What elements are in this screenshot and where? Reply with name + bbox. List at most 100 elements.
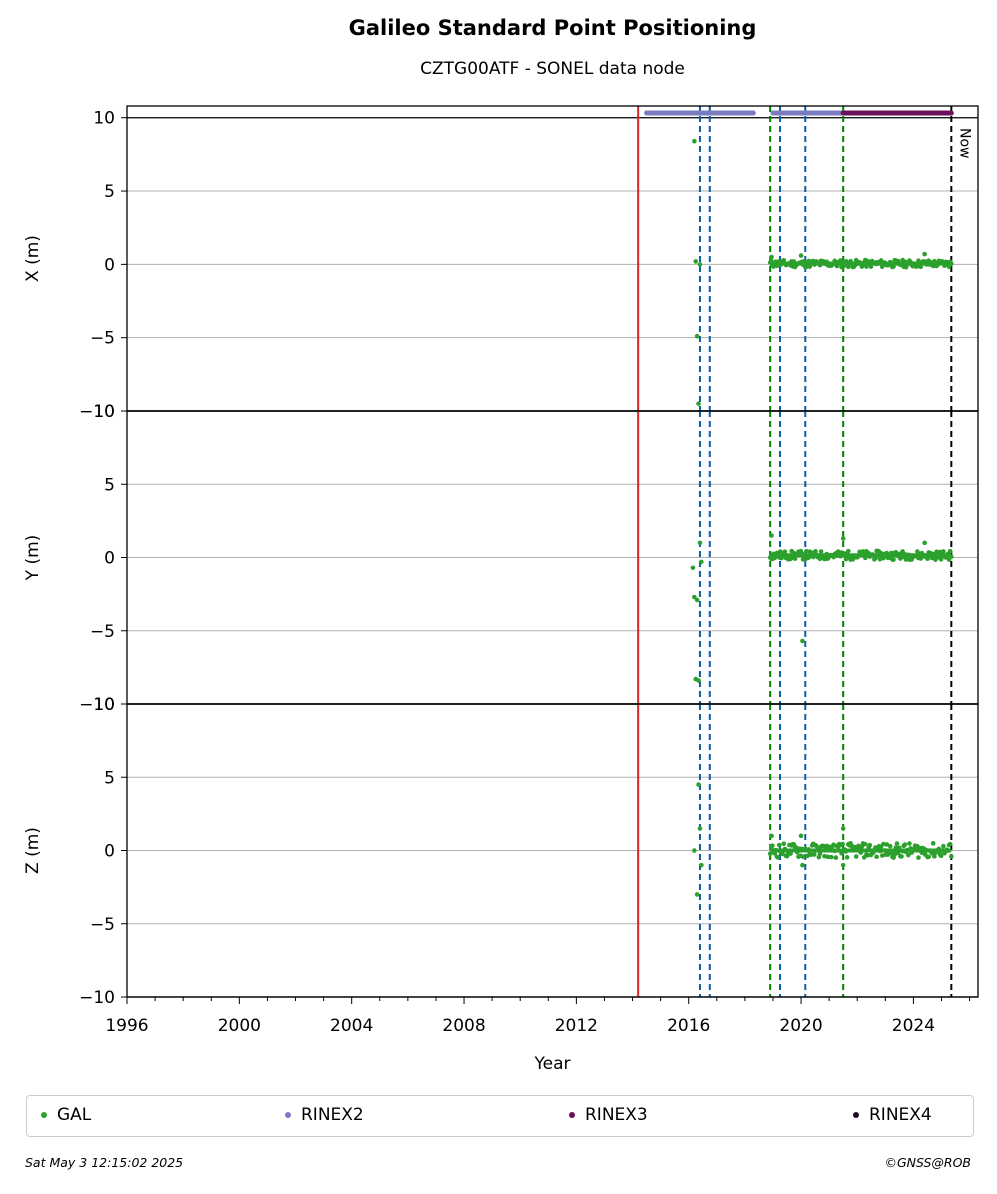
- gal-point: [853, 854, 859, 859]
- gal-point: [862, 841, 868, 847]
- gal-point: [833, 855, 839, 860]
- gal-point: [894, 841, 900, 846]
- gal-point: [941, 549, 946, 554]
- panel-1: −10 −5 0 5 10 X (m): [23, 105, 979, 422]
- x-tick-label: 2012: [555, 1016, 598, 1036]
- panel-2: −10 −5 0 5 10 Y (m): [23, 402, 979, 715]
- panel-frame: [126, 105, 979, 412]
- gal-point: [697, 540, 703, 546]
- gal-point: [938, 557, 944, 562]
- gal-point: [800, 638, 805, 644]
- y-tick-label: 5: [104, 768, 115, 788]
- legend-marker-rinex2: [285, 1112, 291, 1118]
- gal-point: [891, 557, 896, 562]
- gal-point: [905, 852, 911, 858]
- x-tick-label: 2020: [779, 1016, 822, 1036]
- gal-point: [800, 854, 806, 859]
- legend-label-rinex3: RINEX3: [585, 1105, 648, 1125]
- gal-point: [822, 853, 827, 859]
- chart-subtitle: CZTG00ATF - SONEL data node: [420, 59, 685, 79]
- legend-label-rinex2: RINEX2: [301, 1105, 364, 1125]
- gal-point: [865, 853, 870, 858]
- gal-point: [922, 251, 927, 257]
- legend-marker-rinex4: [853, 1112, 859, 1118]
- gal-point: [694, 333, 700, 339]
- gal-point: [767, 851, 773, 856]
- gal-point: [693, 259, 699, 264]
- gal-point: [915, 843, 920, 849]
- y-tick-label: 0: [104, 255, 115, 275]
- gal-point: [692, 138, 697, 144]
- chart-title: Galileo Standard Point Positioning: [348, 16, 757, 40]
- gal-point: [769, 254, 774, 260]
- legend-label-gal: GAL: [57, 1105, 92, 1125]
- gal-point: [798, 833, 804, 839]
- gal-point: [947, 841, 953, 847]
- gal-point: [696, 782, 701, 787]
- gal-point: [769, 833, 774, 839]
- y-tick-label: −5: [90, 622, 115, 642]
- gal-point: [878, 258, 884, 263]
- y-tick-label: 0: [104, 842, 115, 862]
- gal-point: [812, 852, 817, 857]
- gal-point: [699, 862, 704, 868]
- gal-point: [840, 841, 845, 847]
- x-tick-label: 2004: [330, 1016, 373, 1036]
- gal-point: [800, 862, 805, 868]
- gal-point: [825, 854, 831, 860]
- gal-point: [874, 854, 879, 860]
- y-tick-label: 5: [104, 475, 115, 495]
- gal-point: [845, 548, 851, 554]
- gal-point: [829, 854, 834, 860]
- gal-point: [699, 559, 704, 565]
- gal-point: [808, 852, 814, 858]
- y-axis-label: X (m): [23, 235, 43, 282]
- gal-point: [780, 851, 785, 857]
- gal-point: [692, 848, 697, 853]
- gal-point: [817, 851, 823, 857]
- gal-point: [813, 548, 818, 554]
- footer-date: Sat May 3 12:15:02 2025: [25, 1155, 184, 1170]
- gal-point: [690, 565, 696, 571]
- y-tick-label: 5: [104, 182, 115, 202]
- gal-point: [798, 253, 804, 258]
- gal-point: [840, 862, 846, 868]
- y-axis-label: Z (m): [23, 827, 43, 874]
- gal-point: [947, 548, 953, 554]
- gal-point: [781, 841, 787, 847]
- gal-point: [867, 842, 873, 848]
- x-tick-label: 2024: [892, 1016, 935, 1036]
- gal-point: [902, 842, 908, 847]
- x-tick-label: 2016: [667, 1016, 710, 1036]
- x-tick-label: 2008: [442, 1016, 485, 1036]
- y-tick-label: −10: [79, 988, 115, 1008]
- x-tick-label: 1996: [105, 1016, 148, 1036]
- gal-point: [696, 401, 701, 406]
- legend: GAL RINEX2 RINEX3 RINEX4: [26, 1095, 974, 1137]
- gal-point: [804, 548, 809, 554]
- y-tick-label: 10: [93, 109, 115, 129]
- gal-point: [930, 841, 936, 846]
- y-tick-label: 0: [104, 549, 115, 569]
- legend-item-rinex3: RINEX3: [569, 1105, 648, 1125]
- footer-credit: ©GNSS@ROB: [884, 1155, 971, 1170]
- gal-point: [694, 892, 700, 897]
- y-tick-label: −10: [79, 695, 115, 715]
- y-tick-label: −10: [79, 402, 115, 422]
- gal-point: [844, 855, 850, 860]
- x-axis-label: Year: [534, 1054, 571, 1074]
- legend-label-rinex4: RINEX4: [869, 1105, 932, 1125]
- gal-point: [892, 852, 898, 857]
- y-tick-label: −5: [90, 915, 115, 935]
- gal-point: [907, 841, 912, 846]
- gal-point: [821, 843, 826, 849]
- gal-point: [818, 549, 824, 554]
- gal-point: [692, 594, 697, 600]
- gal-point: [769, 533, 774, 538]
- gal-point: [932, 854, 937, 859]
- legend-marker-rinex3: [569, 1112, 575, 1118]
- gal-point: [903, 557, 909, 562]
- gal-point: [840, 536, 846, 541]
- gal-point: [770, 843, 775, 849]
